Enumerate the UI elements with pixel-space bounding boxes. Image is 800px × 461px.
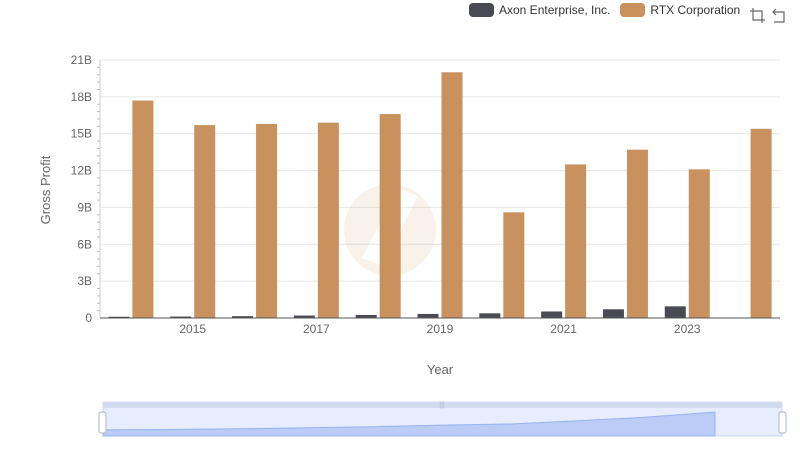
bar-rtx-2016[interactable] xyxy=(256,123,278,318)
bar-axon-2015[interactable] xyxy=(170,316,192,318)
bar-rtx-2022[interactable] xyxy=(626,149,648,318)
bar-axon-2019[interactable] xyxy=(417,313,439,318)
bar-axon-2017[interactable] xyxy=(293,315,315,318)
x-tick-label: 2023 xyxy=(674,322,701,336)
x-tick-label: 2015 xyxy=(179,322,206,336)
y-tick-label: 21B xyxy=(71,53,92,67)
y-tick-label: 3B xyxy=(77,274,92,288)
data-zoom-slider[interactable]: ||| xyxy=(98,401,787,437)
zoom-right-handle[interactable] xyxy=(778,411,787,434)
zoom-grip-icon: ||| xyxy=(439,402,445,409)
bar-axon-2023[interactable] xyxy=(664,306,686,318)
y-tick-label: 9B xyxy=(77,200,92,214)
x-tick-label: 2021 xyxy=(550,322,577,336)
bar-axon-2018[interactable] xyxy=(355,314,377,318)
legend-swatch-rtx xyxy=(620,3,646,17)
bar-rtx-2020[interactable] xyxy=(503,212,525,318)
legend-label-axon: Axon Enterprise, Inc. xyxy=(499,3,611,17)
bar-axon-2014[interactable] xyxy=(108,316,130,318)
zoom-icon[interactable] xyxy=(749,6,767,24)
bar-rtx-2021[interactable] xyxy=(565,164,587,318)
bar-rtx-2017[interactable] xyxy=(317,122,339,319)
bar-rtx-2024[interactable] xyxy=(750,128,772,318)
zoom-preview-area xyxy=(102,411,716,437)
restore-icon[interactable] xyxy=(770,6,788,24)
bar-rtx-2014[interactable] xyxy=(132,100,154,319)
y-tick-label: 6B xyxy=(77,237,92,251)
y-tick-label: 0 xyxy=(85,311,92,325)
bar-rtx-2023[interactable] xyxy=(688,169,710,318)
legend-swatch-axon xyxy=(469,3,494,17)
legend-item-rtx[interactable]: RTX Corporation xyxy=(620,3,740,17)
bar-rtx-2018[interactable] xyxy=(379,114,401,318)
bar-axon-2020[interactable] xyxy=(479,313,501,318)
zoom-top-bar[interactable] xyxy=(103,402,782,408)
legend-item-axon[interactable]: Axon Enterprise, Inc. xyxy=(469,3,610,17)
y-tick-label: 15B xyxy=(71,127,92,141)
legend: Axon Enterprise, Inc. RTX Corporation xyxy=(469,3,750,17)
y-axis-title: Gross Profit xyxy=(38,155,53,224)
axes: 0 3B 6B 9B 12B 15B 18B 21B 2015 2017 2019 2021 2023 xyxy=(71,53,780,336)
y-tick-label: 12B xyxy=(71,164,92,178)
bars xyxy=(108,72,772,319)
zoom-left-handle[interactable] xyxy=(98,411,107,434)
x-axis-title: Year xyxy=(427,362,454,377)
legend-label-rtx: RTX Corporation xyxy=(650,3,741,17)
x-tick-label: 2017 xyxy=(303,322,330,336)
bar-rtx-2019[interactable] xyxy=(441,72,463,319)
bar-axon-2022[interactable] xyxy=(602,309,624,318)
bar-axon-2016[interactable] xyxy=(232,316,254,318)
toolbox xyxy=(746,6,788,24)
bar-axon-2021[interactable] xyxy=(541,311,563,318)
bar-rtx-2015[interactable] xyxy=(194,125,216,318)
zoom-selected-range[interactable] xyxy=(103,408,782,436)
x-tick-label: 2019 xyxy=(427,322,454,336)
y-tick-label: 18B xyxy=(71,90,92,104)
